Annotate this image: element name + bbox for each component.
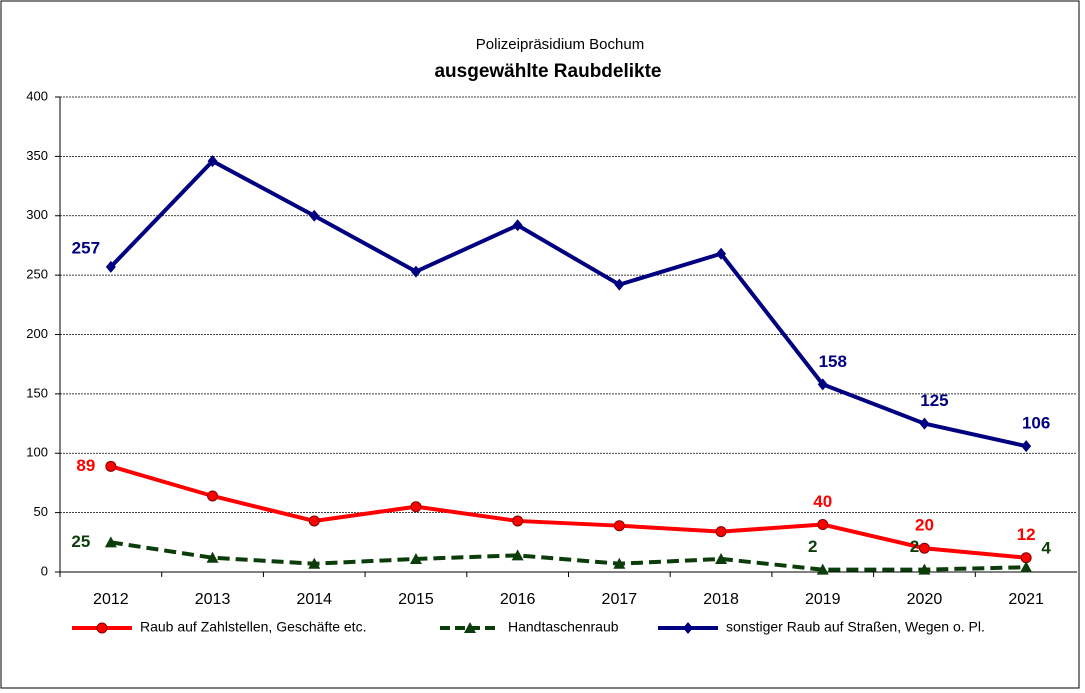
y-tick-label: 50 — [34, 504, 48, 519]
data-point — [512, 219, 523, 232]
data-point — [410, 501, 422, 513]
data-point — [206, 551, 219, 563]
data-point — [308, 515, 320, 527]
y-tick-label: 400 — [26, 88, 48, 103]
y-tick-label: 300 — [26, 207, 48, 222]
data-point — [715, 526, 727, 538]
data-point — [614, 278, 625, 291]
x-tick-label: 2021 — [1008, 591, 1044, 608]
x-tick-label: 2019 — [805, 591, 841, 608]
x-tick-label: 2015 — [398, 591, 434, 608]
data-label: 25 — [71, 532, 90, 551]
y-tick-label: 150 — [26, 385, 48, 400]
series-line — [110, 540, 1027, 572]
data-point — [613, 520, 625, 532]
data-label: 89 — [76, 456, 95, 475]
legend-marker — [683, 622, 693, 634]
data-point — [817, 378, 828, 391]
series-line — [110, 464, 1027, 560]
data-label: 158 — [819, 352, 847, 371]
data-point — [919, 417, 930, 430]
legend-label: sonstiger Raub auf Straßen, Wegen o. Pl. — [726, 619, 985, 635]
data-point — [511, 549, 524, 561]
data-point — [715, 552, 728, 564]
data-label: 257 — [72, 238, 100, 257]
data-point — [207, 155, 218, 168]
data-point — [105, 260, 116, 273]
data-point — [309, 209, 320, 222]
x-tick-label: 2017 — [602, 591, 638, 608]
y-tick-label: 350 — [26, 148, 48, 163]
legend-label: Raub auf Zahlstellen, Geschäfte etc. — [140, 619, 366, 635]
data-point — [613, 557, 626, 569]
data-point — [207, 490, 219, 502]
chart-title: Polizeipräsidium Bochum — [476, 36, 644, 53]
x-tick-label: 2020 — [907, 591, 943, 608]
data-point — [104, 536, 117, 548]
data-point — [816, 563, 829, 575]
data-label: 20 — [915, 516, 934, 535]
data-point — [308, 557, 321, 569]
data-point — [1021, 440, 1032, 453]
legend-label: Handtaschenraub — [508, 619, 619, 635]
data-point — [409, 552, 422, 564]
chart-subtitle: ausgewählte Raubdelikte — [434, 61, 661, 82]
x-tick-label: 2016 — [500, 591, 536, 608]
y-tick-label: 200 — [26, 326, 48, 341]
data-label: 4 — [1041, 539, 1051, 558]
data-label: 125 — [920, 391, 948, 410]
data-point — [918, 542, 930, 554]
data-point — [716, 247, 727, 260]
data-label: 40 — [813, 492, 832, 511]
series-line — [109, 158, 1027, 449]
data-point — [817, 519, 829, 530]
data-label: 106 — [1022, 414, 1050, 433]
data-label: 2 — [910, 537, 919, 556]
data-label: 12 — [1017, 525, 1036, 544]
y-tick-label: 0 — [41, 563, 48, 578]
data-point — [410, 265, 421, 278]
data-point — [105, 460, 117, 472]
legend-marker — [96, 622, 108, 634]
data-point — [512, 515, 524, 527]
data-point — [918, 563, 931, 575]
y-tick-label: 250 — [26, 267, 48, 282]
x-tick-label: 2018 — [703, 591, 739, 608]
x-tick-label: 2014 — [296, 591, 332, 608]
data-point — [1020, 561, 1033, 573]
y-tick-label: 100 — [26, 445, 48, 460]
data-label: 2 — [808, 537, 817, 556]
x-tick-label: 2012 — [93, 591, 129, 608]
legend-marker — [464, 622, 476, 633]
x-tick-label: 2013 — [195, 591, 231, 608]
